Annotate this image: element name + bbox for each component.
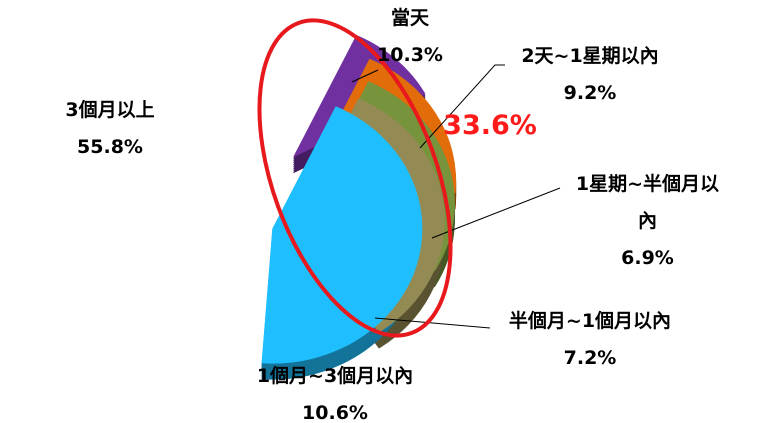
category-label: 1星期~半個月以內: [575, 173, 720, 232]
slices: [170, 35, 457, 380]
value-label: 10.6%: [302, 402, 368, 423]
data-label: 1個月~3個月以內 10.6%: [210, 358, 460, 423]
category-label: 1個月~3個月以內: [256, 365, 414, 387]
annotation: 33.6%: [443, 110, 537, 141]
category-label: 2天~1星期以內: [521, 45, 659, 67]
value-label: 9.2%: [563, 82, 617, 104]
category-label: 當天: [390, 7, 429, 29]
value-label: 6.9%: [621, 247, 674, 269]
value-label: 10.3%: [377, 44, 443, 66]
data-label: 當天 10.3%: [345, 0, 475, 74]
leader-line: [419, 64, 505, 149]
value-label: 7.2%: [563, 347, 617, 369]
slice-side: [170, 49, 234, 173]
leader-lines: [351, 64, 561, 329]
data-label: 半個月~1個月以內 7.2%: [490, 303, 690, 377]
data-label: 3個月以上 55.8%: [20, 92, 200, 166]
value-label: 55.8%: [77, 136, 143, 158]
leader-line: [351, 69, 379, 83]
slice-side: [170, 47, 234, 171]
leader-line: [431, 187, 561, 239]
highlight-ellipse: [257, 18, 453, 338]
data-label: 2天~1星期以內 9.2%: [490, 38, 690, 112]
category-label: 半個月~1個月以內: [508, 310, 672, 332]
data-label: 1星期~半個月以內 6.9%: [560, 166, 735, 277]
slice: [261, 106, 423, 364]
leader-line: [374, 317, 491, 329]
category-label: 3個月以上: [65, 99, 155, 121]
slice-side: [170, 45, 234, 169]
slice: [170, 43, 234, 167]
